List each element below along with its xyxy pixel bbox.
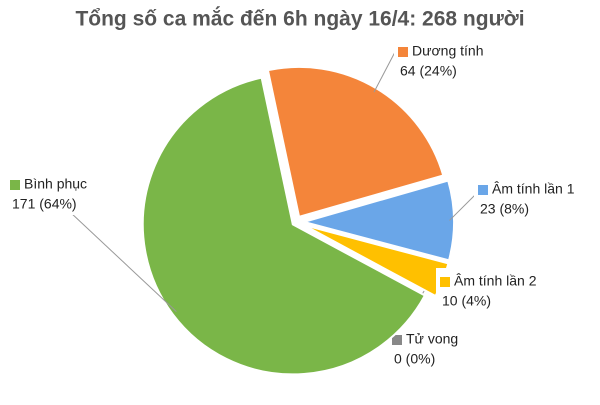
slice-value-label: 0 (0%) bbox=[394, 351, 435, 367]
slice-value-label: 64 (24%) bbox=[400, 63, 457, 79]
legend-swatch bbox=[392, 335, 402, 345]
pie-slice bbox=[295, 221, 429, 294]
leader-line bbox=[449, 194, 476, 221]
legend-swatch bbox=[440, 277, 450, 287]
slice-value-label: 10 (4%) bbox=[442, 293, 491, 309]
label-box bbox=[6, 171, 118, 215]
legend-swatch bbox=[398, 47, 408, 57]
label-box bbox=[388, 326, 510, 370]
leader-line bbox=[373, 51, 396, 93]
slice-label: Bình phục bbox=[24, 176, 87, 192]
slice-value-label: 23 (8%) bbox=[480, 201, 529, 217]
chart-title: Tổng số ca mắc đến 6h ngày 16/4: 268 ngư… bbox=[75, 7, 524, 31]
pie-slice bbox=[300, 179, 455, 262]
label-box bbox=[436, 268, 558, 312]
legend-swatch bbox=[478, 185, 488, 195]
legend-swatch bbox=[10, 180, 20, 190]
slice-label: Âm tính lần 1 bbox=[492, 181, 575, 197]
slice-value-label: 171 (64%) bbox=[12, 196, 77, 212]
slice-label: Dương tính bbox=[412, 43, 483, 59]
label-box bbox=[474, 176, 596, 220]
slice-label: Tử vong bbox=[406, 331, 458, 347]
leader-line bbox=[69, 211, 177, 313]
label-box bbox=[394, 38, 516, 82]
slice-label: Âm tính lần 2 bbox=[454, 273, 537, 289]
pie-slice bbox=[141, 76, 427, 376]
